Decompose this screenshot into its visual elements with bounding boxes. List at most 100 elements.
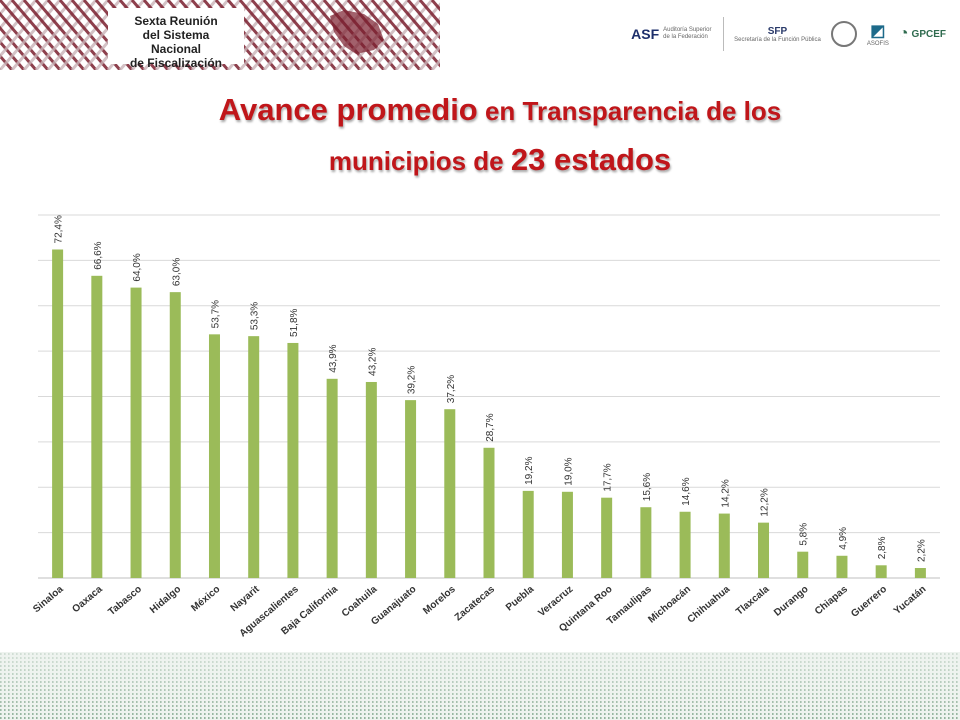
- bar: [130, 287, 142, 578]
- event-title: Sexta Reunión del Sistema Nacional de Fi…: [116, 14, 236, 70]
- data-label: 4,9%: [838, 527, 849, 550]
- data-label: 66,6%: [93, 241, 104, 269]
- data-label: 53,7%: [210, 300, 221, 328]
- data-label: 2,8%: [877, 536, 888, 559]
- tick-label: Chihuahua: [686, 584, 733, 626]
- data-label: 12,2%: [760, 488, 771, 516]
- bar-chart: 72,4% Sinaloa 66,6% Oaxaca 64,0% Tabasco 63,0%…: [31, 214, 940, 639]
- bar: [836, 555, 848, 578]
- data-label: 53,3%: [250, 302, 261, 330]
- data-label: 14,6%: [681, 477, 692, 505]
- title-line-2: municipios de 23 estados: [328, 142, 672, 177]
- data-label: 37,2%: [446, 375, 457, 403]
- asf-logo: ASF Auditoría Superior de la Federación: [631, 26, 712, 42]
- bar: [52, 249, 64, 579]
- footer-pattern: [0, 652, 960, 720]
- pattern-stripe: [382, 2, 440, 70]
- tick-label: Tlaxcala: [734, 584, 772, 618]
- tick-label: Nayarit: [229, 583, 263, 614]
- tick-label: Tabasco: [106, 584, 144, 618]
- bar: [444, 409, 456, 578]
- data-label: 5,8%: [799, 523, 810, 546]
- data-label: 39,2%: [407, 366, 418, 394]
- data-label: 14,2%: [720, 479, 731, 507]
- tick-label: Yucatán: [892, 584, 928, 617]
- data-label: 15,6%: [642, 473, 653, 501]
- bar: [758, 522, 770, 578]
- asofis-logo: ◩ ASOFIS: [866, 23, 889, 47]
- pattern-stripe: [46, 0, 110, 70]
- pattern-stripe: [22, 0, 86, 70]
- bar: [640, 507, 652, 578]
- pattern-stripe: [394, 16, 440, 70]
- pattern-stripe: [370, 0, 434, 70]
- tick-label: Sinaloa: [31, 584, 66, 616]
- tick-label: Oaxaca: [70, 584, 105, 616]
- gpcef-logo: ◔ GPCEF: [898, 25, 946, 42]
- data-label: 19,2%: [524, 456, 535, 484]
- pattern-stripe: [358, 0, 422, 70]
- tick-label: Michoacán: [646, 584, 693, 626]
- bar: [522, 490, 534, 578]
- sfp-logo: SFP Secretaría de la Función Pública: [734, 25, 821, 43]
- national-seal-icon: [830, 21, 857, 47]
- bar: [718, 513, 730, 578]
- event-title-line: del Sistema Nacional: [142, 28, 210, 56]
- tick-label: Guerrero: [849, 584, 889, 620]
- pattern-stripe: [0, 39, 26, 70]
- bar: [248, 336, 260, 578]
- gpcef-mark-icon: ◔: [898, 25, 909, 42]
- pattern-stripe: [0, 53, 14, 70]
- tick-label: Hidalgo: [148, 584, 183, 616]
- header-pattern: [0, 0, 440, 70]
- bar: [365, 381, 377, 578]
- tick-label: Durango: [772, 584, 811, 619]
- pattern-stripe: [0, 0, 50, 59]
- data-label: 2,2%: [916, 539, 927, 562]
- tick-label: Zacatecas: [453, 584, 497, 624]
- bar: [326, 378, 338, 578]
- bar: [287, 342, 299, 578]
- data-label: 64,0%: [132, 253, 143, 281]
- pattern-stripe: [238, 0, 302, 70]
- pattern-stripe: [262, 0, 326, 70]
- data-label: 63,0%: [171, 258, 182, 286]
- page-title: Avance promedio en Transparencia de los …: [100, 88, 900, 188]
- pattern-stripe: [286, 0, 350, 70]
- event-title-line: Sexta Reunión: [134, 14, 218, 28]
- data-label: 51,8%: [289, 308, 300, 336]
- header: Sexta Reunión del Sistema Nacional de Fi…: [0, 0, 960, 70]
- bar: [483, 447, 495, 578]
- data-label: 28,7%: [485, 413, 496, 441]
- pattern-stripe: [0, 0, 26, 31]
- bar: [208, 334, 220, 578]
- tick-label: Chiapas: [813, 584, 850, 618]
- bar: [91, 275, 103, 578]
- tick-label: Morelos: [421, 584, 458, 617]
- pattern-stripe: [0, 0, 14, 17]
- data-label: 43,2%: [367, 348, 378, 376]
- data-label: 17,7%: [603, 463, 614, 491]
- data-label: 19,0%: [563, 457, 574, 485]
- pattern-stripe: [406, 30, 440, 70]
- event-title-line: de Fiscalización: [129, 56, 223, 70]
- event-title-panel: [108, 8, 244, 64]
- tick-label: Puebla: [504, 584, 537, 614]
- bar: [405, 400, 417, 578]
- title-line-1: Avance promedio en Transparencia de los: [218, 92, 782, 127]
- pattern-stripe: [0, 0, 38, 45]
- pattern-stripe: [418, 44, 440, 70]
- pattern-stripe: [250, 0, 314, 70]
- data-label: 72,4%: [54, 215, 65, 243]
- bar: [875, 565, 887, 578]
- bar: [797, 551, 809, 578]
- tick-label: Coahuila: [340, 584, 380, 620]
- bar: [679, 511, 691, 578]
- pattern-stripe: [0, 0, 62, 70]
- logo-divider: [723, 17, 725, 51]
- bar: [561, 491, 573, 578]
- tick-label: Veracruz: [536, 584, 575, 619]
- pattern-stripe: [274, 0, 338, 70]
- asofis-mark-icon: ◩: [870, 23, 886, 40]
- map-mexico-icon: [330, 10, 384, 54]
